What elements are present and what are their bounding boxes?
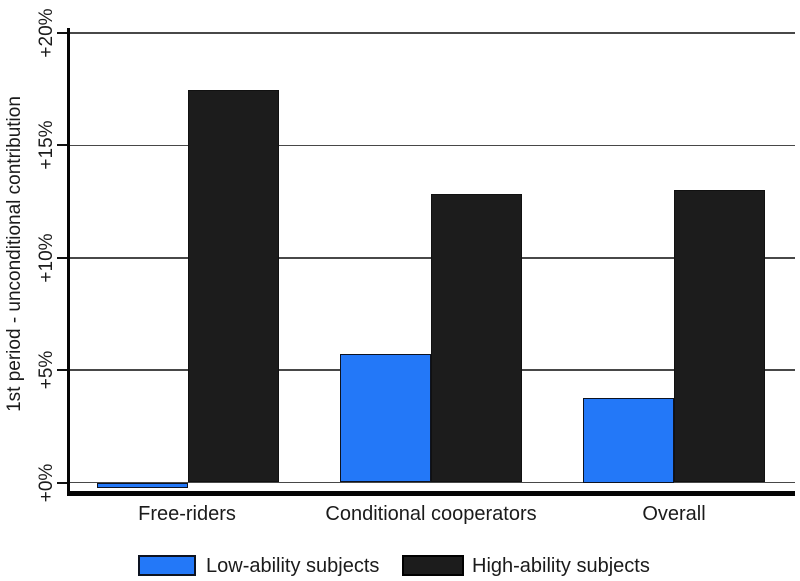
gridline-20pct (70, 32, 795, 34)
y-tick-label-20pct: +20% (36, 8, 57, 58)
plot-area (57, 28, 795, 496)
bar-low-ability-subjects-overall (583, 398, 674, 483)
y-axis-title: 1st period - unconditional contribution (4, 96, 25, 412)
bar-low-ability-subjects-free-riders (97, 482, 188, 489)
bar-high-ability-subjects-free-riders (188, 90, 279, 483)
gridline-15pct (70, 144, 795, 147)
y-tick-mark-15pct (57, 144, 70, 147)
y-axis-line (67, 28, 70, 495)
y-tick-mark-10pct (57, 256, 70, 259)
category-label-free-riders: Free-riders (138, 503, 236, 525)
y-tick-mark-20pct (57, 32, 70, 34)
gridline-0pct (70, 481, 795, 484)
y-tick-label-15pct: +15% (36, 120, 57, 170)
category-label-conditional-cooperators: Conditional cooperators (325, 503, 537, 525)
x-axis-line (67, 491, 795, 496)
y-tick-mark-5pct (57, 369, 70, 372)
bar-high-ability-subjects-conditional-cooperators (431, 193, 522, 483)
category-label-overall: Overall (642, 503, 706, 525)
y-tick-label-10pct: +10% (36, 233, 57, 283)
bar-low-ability-subjects-conditional-cooperators (340, 354, 431, 483)
legend-swatch-high-ability (402, 555, 464, 576)
bar-high-ability-subjects-overall (674, 190, 765, 483)
legend-swatch-low-ability (138, 555, 196, 576)
y-tick-mark-0pct (57, 481, 70, 484)
y-tick-label-0pct: +0% (36, 463, 57, 502)
legend-label-low-ability: Low-ability subjects (206, 555, 380, 577)
legend-label-high-ability: High-ability subjects (472, 555, 650, 577)
y-tick-label-5pct: +5% (36, 350, 57, 390)
